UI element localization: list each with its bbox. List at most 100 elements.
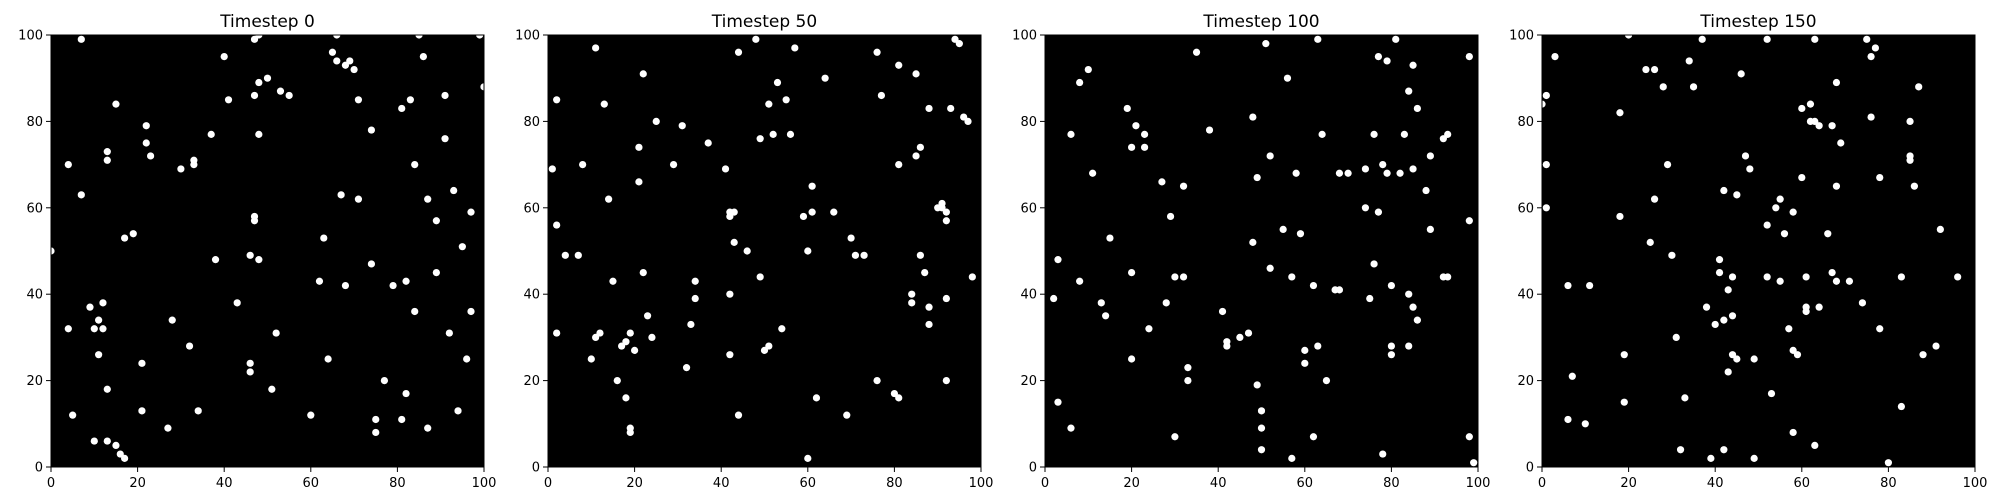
data-point (1733, 191, 1741, 199)
data-point (678, 122, 686, 130)
data-point (263, 74, 272, 82)
data-point (1162, 299, 1170, 307)
plot-area (1542, 35, 1975, 467)
data-point (622, 338, 630, 346)
data-point (635, 178, 643, 186)
y-tick-label: 80 (26, 115, 43, 130)
data-point (1171, 273, 1179, 281)
data-point (626, 329, 634, 337)
data-point (1685, 57, 1693, 65)
data-point (194, 407, 202, 415)
y-tick-label: 60 (1020, 201, 1037, 216)
x-tick-label: 80 (1383, 476, 1400, 491)
data-point (830, 208, 838, 216)
data-point (1426, 225, 1434, 233)
panel-timestep-50: Timestep 50 0 20 40 60 80 100 0 20 40 60 80 100 (515, 12, 993, 491)
data-point (609, 277, 617, 285)
data-point (631, 346, 639, 354)
data-point (1050, 294, 1058, 303)
y-tick-label: 20 (523, 374, 540, 389)
data-point (411, 161, 419, 169)
data-point (1668, 251, 1676, 259)
x-tick-label: 0 (1041, 476, 1049, 491)
data-point (320, 234, 328, 242)
data-point (1772, 204, 1780, 212)
data-point (1383, 169, 1391, 177)
data-point (1379, 450, 1387, 458)
data-point (1279, 225, 1287, 233)
data-point (773, 78, 782, 87)
data-point (613, 377, 621, 385)
data-point (574, 251, 582, 259)
data-point (1387, 351, 1395, 359)
data-point (142, 122, 150, 130)
data-point (1798, 104, 1806, 113)
y-tick-label: 80 (1517, 115, 1534, 130)
y-tick-label: 100 (18, 29, 43, 44)
data-point (1798, 173, 1806, 182)
data-point (964, 117, 972, 125)
data-point (250, 91, 259, 100)
data-point (1863, 35, 1871, 43)
data-point (921, 269, 929, 277)
data-point (908, 290, 916, 298)
data-point (765, 342, 773, 350)
panel-title: Timestep 100 (1202, 12, 1319, 32)
data-point (1067, 424, 1075, 432)
data-point (1097, 299, 1105, 307)
data-point (682, 364, 691, 372)
data-point (912, 152, 920, 160)
data-point (1379, 161, 1387, 169)
data-point (112, 100, 120, 108)
data-point (1954, 273, 1962, 281)
data-point (1832, 277, 1841, 285)
data-point (1392, 35, 1400, 43)
data-point (1564, 415, 1572, 424)
data-point (467, 208, 475, 216)
data-point (765, 100, 773, 108)
data-point (561, 251, 569, 259)
data-point (916, 143, 924, 151)
data-point (955, 40, 963, 48)
data-point (1689, 83, 1698, 91)
data-point (1314, 342, 1322, 350)
data-point (1244, 329, 1253, 337)
x-tick-label: 60 (1297, 476, 1314, 491)
panel-timestep-150: Timestep 150 0 20 40 60 80 100 0 20 40 60 80 100 (1509, 12, 1987, 491)
x-tick-label: 100 (1963, 476, 1988, 491)
data-point (77, 191, 85, 199)
data-point (1318, 130, 1326, 138)
data-point (605, 195, 613, 203)
data-point (925, 320, 933, 329)
data-point (1763, 273, 1771, 281)
data-point (1763, 221, 1771, 229)
data-point (1102, 312, 1110, 320)
data-point (402, 389, 410, 398)
data-point (411, 307, 419, 316)
data-point (1405, 87, 1413, 95)
data-point (687, 320, 695, 329)
data-point (1158, 178, 1166, 186)
data-point (1266, 152, 1274, 160)
data-point (1741, 152, 1750, 160)
data-point (380, 377, 389, 385)
data-point (1867, 113, 1875, 121)
data-point (1292, 169, 1300, 177)
data-point (1720, 316, 1728, 324)
y-tick-label: 20 (1517, 374, 1534, 389)
data-point (1370, 130, 1378, 138)
data-point (389, 281, 397, 290)
data-point (1366, 294, 1374, 303)
data-point (579, 161, 587, 169)
data-point (799, 212, 808, 221)
data-point (99, 325, 107, 333)
y-tick-label: 40 (1517, 288, 1534, 303)
data-point (786, 130, 795, 138)
y-tick-label: 40 (523, 288, 540, 303)
data-point (402, 277, 410, 285)
data-point (458, 243, 466, 251)
data-point (268, 385, 276, 393)
axes-frame (547, 34, 982, 468)
data-point (1642, 65, 1650, 74)
data-point (1301, 346, 1309, 354)
